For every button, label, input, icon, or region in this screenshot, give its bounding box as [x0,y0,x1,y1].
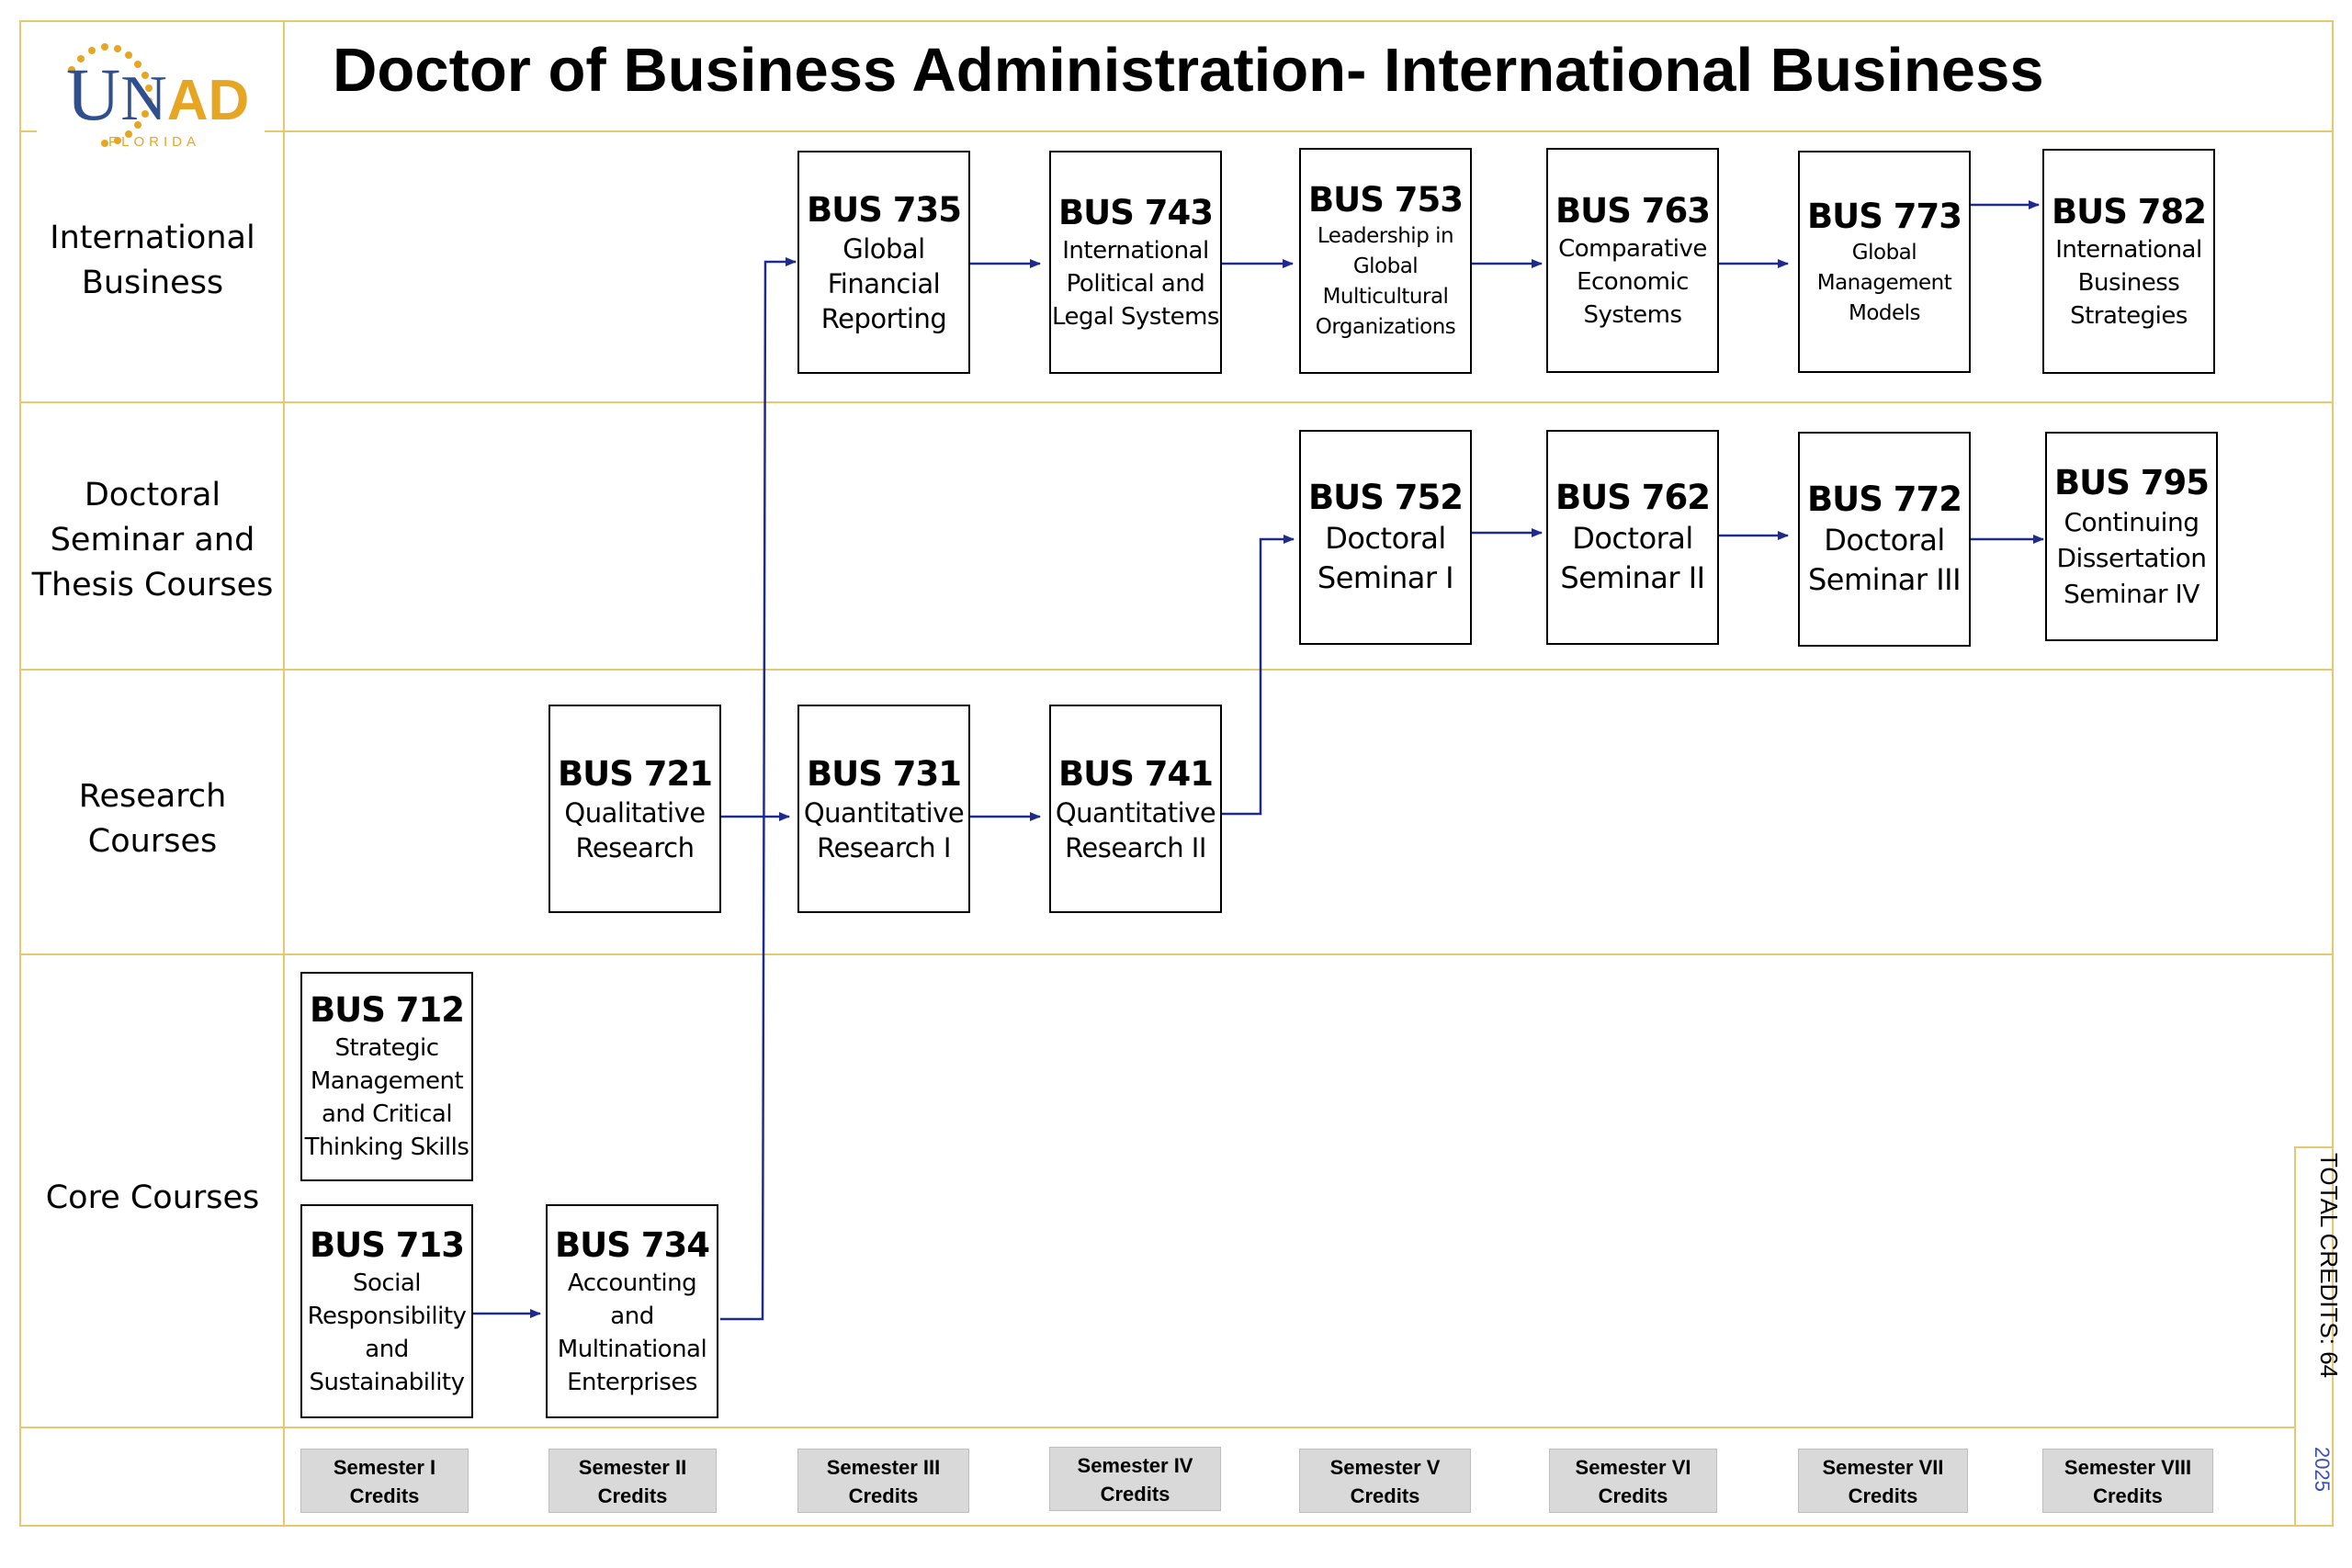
semester-2: Semester II Credits [548,1449,717,1513]
row-label-research: Research Courses [78,778,227,860]
course-box-bus734: BUS 734 Accounting and Multinational Ent… [546,1204,718,1418]
course-code: BUS 713 [309,1224,465,1265]
course-box-bus753: BUS 753 Leadership in Global Multicultur… [1299,148,1472,374]
course-code: BUS 782 [2051,191,2207,231]
semester-label: Semester V [1329,1456,1441,1479]
semester-6: Semester VI Credits [1549,1449,1717,1513]
total-credits-label: TOTAL CREDITS: 64 [2315,1153,2343,1379]
logo-sub: FLORIDA [108,134,201,150]
row-label-international: International Business [50,220,255,301]
course-name: Doctoral Seminar I [1317,521,1454,595]
semester-label: Semester I [333,1456,436,1479]
semester-credits: Credits [597,1484,668,1507]
course-box-bus763: BUS 763 Comparative Economic Systems [1546,148,1719,373]
row-label-core: Core Courses [45,1179,260,1216]
course-box-bus795: BUS 795 Continuing Dissertation Seminar … [2045,432,2218,641]
year-label: 2025 [2311,1447,2334,1492]
course-code: BUS 735 [806,189,962,230]
course-name: Social Responsibility and Sustainability [307,1269,467,1396]
semester-credits: Credits [1350,1484,1420,1507]
semester-label: Semester VII [1822,1456,1944,1479]
arrow-734-735 [720,257,797,1321]
logo-u: U [66,52,121,136]
course-name: Strategic Management and Critical Thinki… [304,1034,469,1161]
course-code: BUS 731 [806,753,962,794]
semester-5: Semester V Credits [1299,1449,1471,1513]
semester-credits: Credits [848,1484,919,1507]
row-divider [19,130,2334,132]
course-box-bus782: BUS 782 International Business Strategie… [2042,149,2215,374]
logo-dots [68,43,153,147]
course-name: Global Management Models [1816,240,1952,325]
course-name: Doctoral Seminar II [1560,521,1705,595]
course-name: Quantitative Research I [803,796,965,863]
course-name: International Business Strategies [2055,235,2202,330]
course-name: Leadership in Global Multicultural Organ… [1315,224,1456,339]
logo-gap [37,129,265,134]
semester-1: Semester I Credits [300,1449,469,1513]
row-label-doctoral: Doctoral Seminar and Thesis Courses [31,477,274,604]
course-code: BUS 721 [557,753,713,794]
course-name: International Political and Legal System… [1052,236,1219,331]
semester-4: Semester IV Credits [1049,1447,1221,1511]
course-name: Global Financial Reporting [820,232,947,334]
semester-label: Semester II [578,1456,687,1479]
course-name: Qualitative Research [564,796,706,863]
course-code: BUS 772 [1806,479,1962,519]
semester-3: Semester III Credits [797,1449,969,1513]
semester-credits: Credits [2093,1484,2163,1507]
unad-logo: UNAD FLORIDA [37,37,266,156]
course-code: BUS 752 [1307,478,1464,517]
course-name: Doctoral Seminar III [1807,523,1962,597]
semester-label: Semester IV [1077,1454,1193,1477]
semester-credits: Credits [1598,1484,1668,1507]
course-code: BUS 762 [1555,478,1711,517]
course-box-bus713: BUS 713 Social Responsibility and Sustai… [300,1204,473,1418]
course-box-bus741: BUS 741 Quantitative Research II [1049,705,1222,913]
semester-label: Semester VIII [2064,1456,2192,1479]
diagram-frame [19,20,2334,1527]
course-name: Accounting and Multinational Enterprises [557,1269,707,1396]
course-code: BUS 712 [309,990,465,1030]
course-code: BUS 753 [1307,180,1464,220]
course-name: Continuing Dissertation Seminar IV [2056,506,2207,609]
course-name: Comparative Economic Systems [1558,234,1707,329]
course-box-bus762: BUS 762 Doctoral Seminar II [1546,430,1719,645]
row-divider [19,953,2334,955]
semester-credits: Credits [1848,1484,1918,1507]
course-box-bus743: BUS 743 International Political and Lega… [1049,151,1222,374]
unad-logo-mark [68,43,153,147]
semester-label: Semester III [826,1456,941,1479]
course-code: BUS 734 [554,1224,710,1265]
semester-7: Semester VII Credits [1798,1449,1968,1513]
course-box-bus712: BUS 712 Strategic Management and Critica… [300,972,473,1181]
semester-credits: Credits [349,1484,420,1507]
semester-label: Semester VI [1575,1456,1691,1479]
total-credits-box [2294,1146,2334,1527]
semester-credits: Credits [1100,1483,1170,1506]
page-title: Doctor of Business Administration- Inter… [333,36,2044,105]
course-code: BUS 763 [1555,190,1711,231]
course-name: Quantitative Research II [1055,796,1216,863]
course-box-bus721: BUS 721 Qualitative Research [548,705,721,913]
course-box-bus735: BUS 735 Global Financial Reporting [797,151,970,374]
arrow-741-752 [1222,535,1295,816]
course-box-bus731: BUS 731 Quantitative Research I [797,705,970,913]
logo-ad: AD [166,69,250,132]
row-divider [19,1427,2334,1428]
course-box-bus772: BUS 772 Doctoral Seminar III [1798,432,1971,647]
course-code: BUS 743 [1057,192,1214,232]
logo-n: N [120,63,167,134]
label-column-divider [283,20,285,1527]
course-code: BUS 741 [1057,753,1214,794]
row-divider [19,669,2334,671]
course-box-bus773: BUS 773 Global Management Models [1798,151,1971,373]
course-box-bus752: BUS 752 Doctoral Seminar I [1299,430,1472,645]
row-divider [19,401,2334,403]
course-code: BUS 795 [2053,462,2210,502]
semester-8: Semester VIII Credits [2042,1449,2213,1513]
course-code: BUS 773 [1806,196,1962,236]
